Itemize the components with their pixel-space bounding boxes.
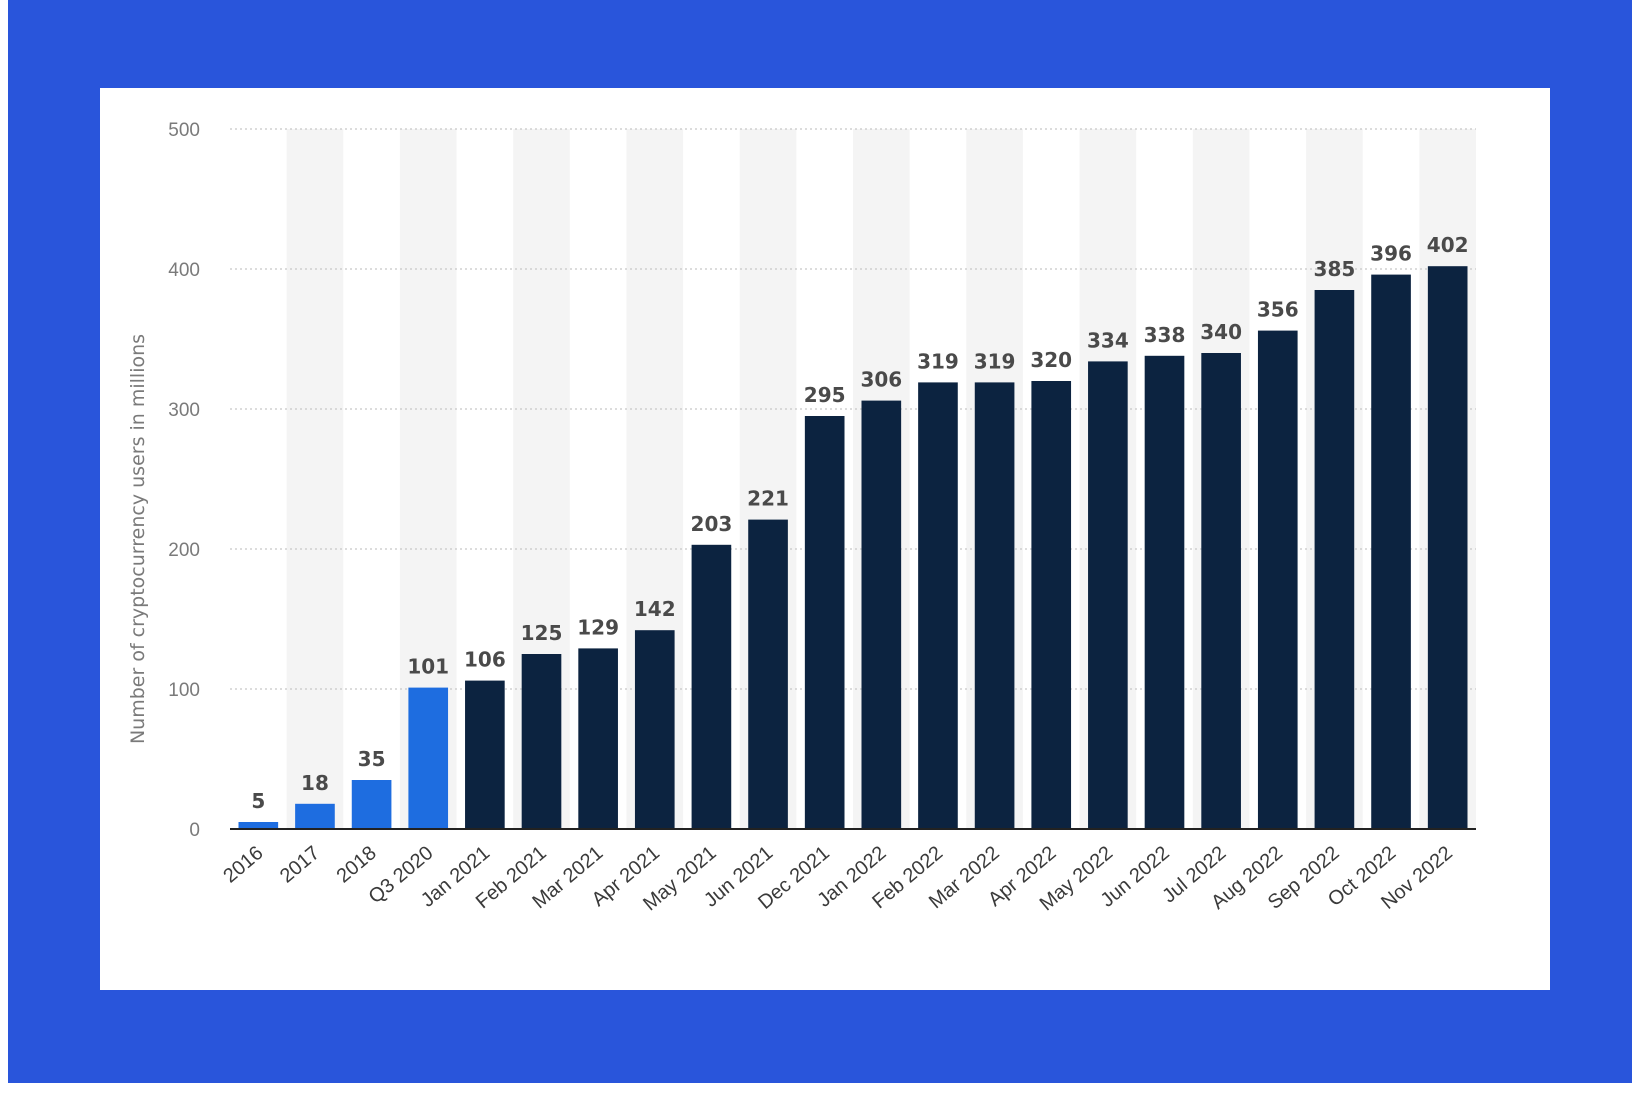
data-label: 306	[860, 368, 902, 392]
bar-chart: 0 100 200 300 400 500 5 18 35 101 106 125 129 142 203…	[127, 120, 1476, 915]
data-label: 221	[747, 487, 789, 511]
y-tick-label: 100	[168, 680, 200, 701]
data-label: 5	[251, 789, 265, 813]
bars	[238, 266, 1468, 830]
bar	[974, 382, 1015, 829]
data-label: 35	[358, 747, 386, 771]
data-label: 18	[301, 771, 329, 795]
column-band	[286, 129, 344, 829]
y-axis-title: Number of cryptocurrency users in millio…	[127, 334, 149, 744]
bar	[521, 654, 562, 829]
data-label: 402	[1427, 233, 1469, 257]
bar	[1371, 274, 1411, 830]
bar	[691, 544, 732, 829]
data-label: 295	[804, 383, 846, 407]
bar	[1314, 290, 1355, 829]
bar	[295, 803, 335, 829]
page-frame: 0 100 200 300 400 500 5 18 35 101 106 125 129 142 203…	[8, 0, 1632, 1083]
data-label: 106	[464, 648, 506, 672]
bar	[804, 416, 845, 829]
data-label: 320	[1030, 348, 1072, 372]
y-tick-label: 0	[189, 820, 200, 841]
data-label: 129	[577, 615, 619, 639]
x-tick-label: 2018	[333, 842, 381, 887]
data-label: 319	[974, 349, 1016, 373]
y-tick-label: 300	[168, 400, 200, 421]
bar	[1031, 381, 1072, 829]
bar	[238, 822, 279, 829]
data-label: 125	[521, 621, 563, 645]
bar	[1257, 330, 1298, 829]
data-label: 356	[1257, 298, 1299, 322]
bar	[1201, 353, 1241, 829]
y-tick-label: 500	[168, 120, 200, 141]
data-label: 334	[1087, 328, 1129, 352]
data-label: 319	[917, 349, 959, 373]
bar	[918, 382, 958, 829]
bar	[578, 648, 618, 829]
bar	[351, 780, 392, 829]
bar	[465, 680, 505, 829]
data-label: 203	[691, 512, 733, 536]
data-label: 396	[1370, 242, 1412, 266]
data-label: 340	[1200, 320, 1242, 344]
y-tick-label: 200	[168, 540, 200, 561]
x-tick-label: 2017	[276, 842, 324, 887]
data-label: 101	[407, 655, 449, 679]
y-tick-labels: 0 100 200 300 400 500	[168, 120, 200, 841]
data-label: 142	[634, 597, 676, 621]
chart-card: 0 100 200 300 400 500 5 18 35 101 106 125 129 142 203…	[100, 88, 1550, 990]
bar	[861, 400, 902, 829]
bar	[748, 519, 788, 829]
data-labels: 5 18 35 101 106 125 129 142 203 221 295 306 319 319 32…	[251, 233, 1468, 813]
y-tick-label: 400	[168, 260, 200, 281]
data-label: 338	[1144, 323, 1186, 347]
bar	[1144, 355, 1185, 829]
bar	[1427, 266, 1468, 829]
bar	[634, 630, 675, 829]
data-label: 385	[1314, 257, 1356, 281]
bar	[408, 687, 449, 829]
x-tick-label: 2016	[219, 842, 267, 887]
bar	[1088, 361, 1128, 829]
